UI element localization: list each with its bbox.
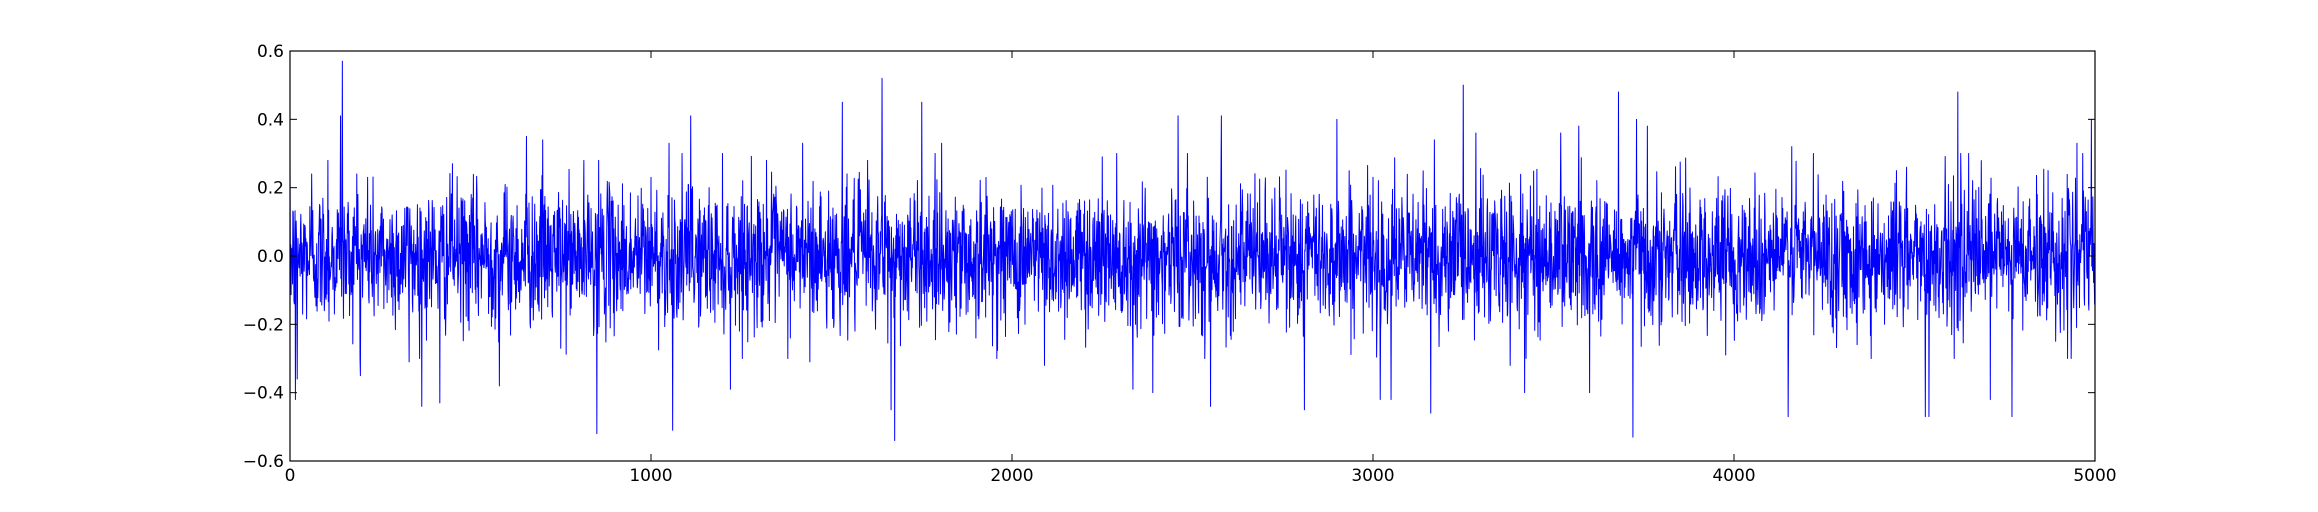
x-tick-label: 0 [285, 466, 296, 486]
x-tick-label: 4000 [1712, 466, 1755, 486]
y-tick-label: −0.2 [243, 315, 284, 335]
x-tick-label: 1000 [629, 466, 672, 486]
series-layer [289, 60, 2096, 441]
y-tick-label: 0.4 [257, 110, 284, 130]
y-tick-label: 0.2 [257, 179, 284, 199]
tick-layer: 0 1000 2000 3000 4000 5000 −0.6 −0.4 −0.2 0.0 0.2 0… [243, 42, 2117, 486]
x-tick-label: 2000 [990, 466, 1033, 486]
series-line [289, 60, 2096, 441]
y-tick-label: 0.6 [257, 42, 284, 62]
x-tick-label: 3000 [1351, 466, 1394, 486]
x-tick-label: 5000 [2073, 466, 2116, 486]
y-tick-label: −0.4 [243, 384, 284, 404]
y-tick-label: −0.6 [243, 452, 284, 472]
y-tick-label: 0.0 [257, 247, 284, 267]
